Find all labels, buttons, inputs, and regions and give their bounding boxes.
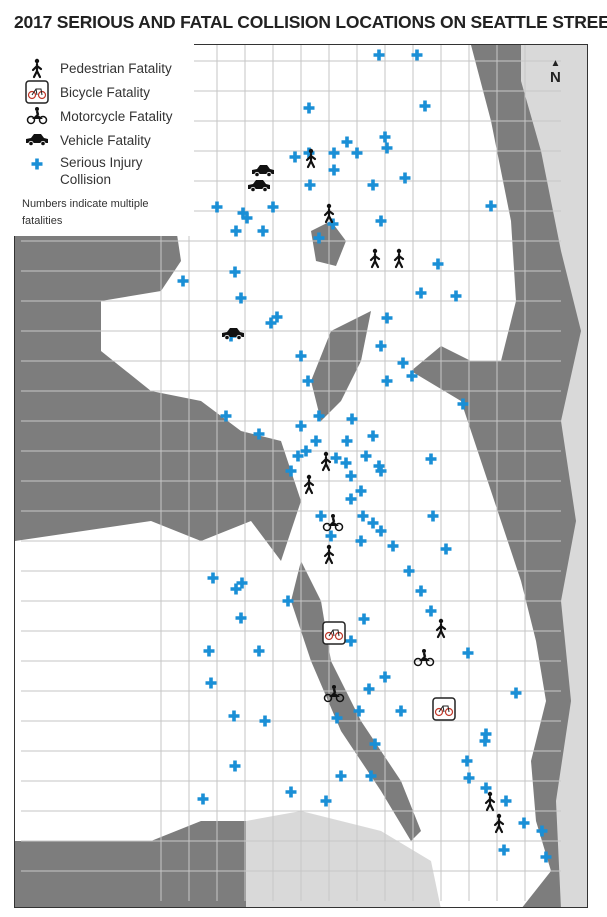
legend-label: Pedestrian Fatality — [60, 60, 172, 76]
legend-note: Numbers indicate multiple fatalities — [22, 198, 149, 227]
east-shore-land — [521, 45, 587, 907]
map-legend: Pedestrian Fatality Bicycle Fatality Mot… — [14, 44, 194, 236]
bicycle-icon — [22, 80, 52, 104]
legend-label: Bicycle Fatality — [60, 84, 151, 100]
motorcycle-icon — [22, 105, 52, 126]
bicycle-fatality-marker[interactable] — [432, 697, 456, 721]
legend-label: Serious Injury Collision — [60, 155, 143, 187]
legend-item-injury: Serious Injury Collision — [22, 154, 160, 188]
plus-icon — [22, 154, 52, 174]
legend-item-pedestrian: Pedestrian Fatality — [22, 57, 172, 79]
legend-label: Motorcycle Fatality — [60, 108, 173, 124]
legend-item-motorcycle: Motorcycle Fatality — [22, 105, 173, 126]
north-label: N — [550, 69, 561, 86]
lake-union-water — [311, 311, 371, 421]
bicycle-fatality-marker[interactable] — [322, 621, 346, 645]
map-title: 2017 SERIOUS AND FATAL COLLISION LOCATIO… — [14, 12, 607, 32]
collision-map[interactable] — [14, 44, 588, 908]
north-arrow-icon: ▲ — [550, 58, 561, 69]
legend-item-bicycle: Bicycle Fatality — [22, 80, 151, 104]
street-grid — [21, 45, 561, 901]
pedestrian-icon — [22, 57, 52, 79]
north-arrow: ▲ N — [550, 58, 561, 86]
legend-item-vehicle: Vehicle Fatality — [22, 130, 151, 150]
legend-label: Vehicle Fatality — [60, 132, 151, 148]
car-icon — [22, 130, 52, 150]
south-land-gray — [246, 811, 441, 907]
